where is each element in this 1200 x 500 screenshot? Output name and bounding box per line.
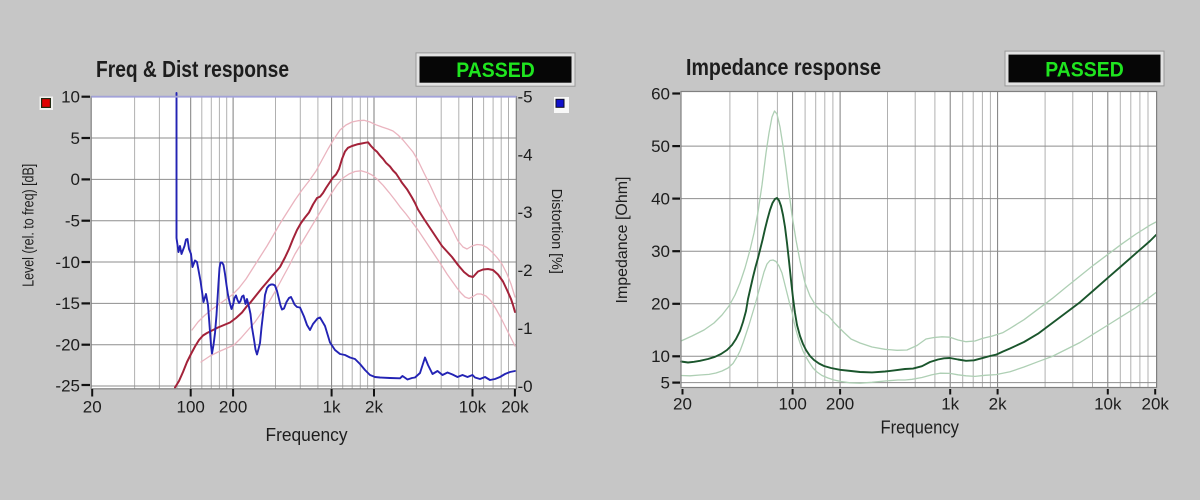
svg-text:30: 30 [651,242,670,261]
svg-text:Frequency: Frequency [880,418,959,438]
svg-text:2k: 2k [989,394,1007,413]
svg-text:10k: 10k [459,398,487,417]
svg-text:-25: -25 [55,377,80,396]
svg-text:0: 0 [71,170,80,189]
svg-text:-2: -2 [518,261,533,280]
svg-text:20k: 20k [501,398,529,417]
svg-text:-4: -4 [518,145,533,164]
svg-text:-15: -15 [55,294,80,313]
svg-text:-1: -1 [518,319,533,338]
svg-text:PASSED: PASSED [456,58,535,82]
svg-text:Level (rel. to freq) [dB]: Level (rel. to freq) [dB] [21,164,38,287]
svg-text:Impedance response: Impedance response [686,54,881,80]
svg-text:50: 50 [651,137,670,156]
svg-text:20: 20 [673,394,692,413]
svg-text:Frequency: Frequency [266,425,348,445]
svg-text:10k: 10k [1094,394,1122,413]
svg-text:Freq & Dist response: Freq & Dist response [96,56,289,82]
svg-text:20: 20 [83,398,102,417]
svg-text:40: 40 [651,189,670,208]
svg-text:-5: -5 [518,88,533,107]
svg-text:5: 5 [661,373,670,392]
svg-text:-3: -3 [518,203,533,222]
svg-text:200: 200 [219,398,247,417]
svg-text:Distortion [%]: Distortion [%] [548,189,565,274]
svg-text:100: 100 [176,398,204,417]
svg-text:2k: 2k [365,398,383,417]
svg-text:-20: -20 [55,335,80,354]
svg-text:1k: 1k [323,398,341,417]
svg-text:200: 200 [826,394,854,413]
svg-text:10: 10 [61,88,80,107]
svg-text:20: 20 [651,295,670,314]
svg-text:10: 10 [651,347,670,366]
svg-text:60: 60 [651,84,670,103]
svg-text:-0: -0 [518,377,533,396]
svg-text:-10: -10 [55,253,80,272]
svg-text:100: 100 [778,394,806,413]
svg-text:-5: -5 [65,211,80,230]
svg-text:5: 5 [71,129,80,148]
svg-text:20k: 20k [1141,394,1169,413]
svg-text:PASSED: PASSED [1045,57,1124,81]
svg-text:Impedance [Ohm]: Impedance [Ohm] [614,177,631,304]
svg-text:1k: 1k [941,394,959,413]
